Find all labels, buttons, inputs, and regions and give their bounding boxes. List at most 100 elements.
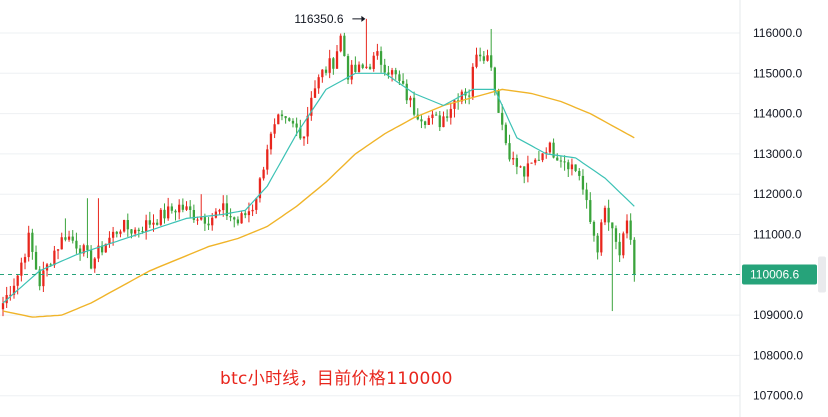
candle-body <box>567 162 570 170</box>
candle-body <box>156 222 159 225</box>
candle-body <box>203 217 207 224</box>
candle-body <box>211 217 214 226</box>
candle-body <box>625 220 629 234</box>
candle-body <box>526 163 530 177</box>
candle-body <box>247 211 251 216</box>
candle-body <box>100 245 104 253</box>
candle-body <box>548 142 552 153</box>
candle-body <box>82 245 85 254</box>
candle-body <box>559 160 563 162</box>
chart-caption: btc小时线，目前价格110000 <box>220 369 453 389</box>
y-tick-label: 114000.0 <box>753 107 802 121</box>
current-price-label: 110006.6 <box>750 268 799 282</box>
candle-body <box>273 124 276 134</box>
candle-body <box>67 236 71 240</box>
candle-body <box>71 236 74 241</box>
candle-body <box>445 116 449 118</box>
candle-body <box>163 209 166 219</box>
candle-body <box>302 136 306 139</box>
candle-body <box>574 164 577 171</box>
candle-body <box>78 248 82 254</box>
candle-body <box>56 249 60 251</box>
candle-body <box>357 64 361 72</box>
candle-body <box>64 237 67 240</box>
candle-body <box>346 56 350 80</box>
candle-body <box>508 143 511 160</box>
candle-body <box>343 35 346 57</box>
candle-body <box>460 91 463 102</box>
candle-body <box>596 235 599 253</box>
candle-body <box>394 70 397 75</box>
candle-body <box>633 239 636 275</box>
candle-body <box>277 114 280 125</box>
candle-body <box>313 88 317 98</box>
candle-body <box>266 149 269 170</box>
candle-body <box>97 245 100 259</box>
candle-body <box>86 245 89 251</box>
candle-body <box>306 115 309 137</box>
candle-body <box>9 294 12 296</box>
candle-body <box>332 58 335 69</box>
candle-body <box>130 229 133 234</box>
candle-body <box>335 51 339 69</box>
candle-body <box>570 164 574 170</box>
candle-body <box>453 100 456 109</box>
candle-body <box>104 243 107 253</box>
candle-body <box>629 220 632 240</box>
candle-body <box>196 219 199 221</box>
candle-body <box>75 240 78 249</box>
candle-body <box>317 77 320 89</box>
candle-body <box>350 64 353 80</box>
candle-body <box>354 64 357 72</box>
candle-body <box>233 217 236 220</box>
candle-body <box>145 220 148 232</box>
candle-body <box>490 55 493 68</box>
candle-body <box>38 269 41 287</box>
candle-body <box>181 204 184 210</box>
candle-body <box>288 118 291 121</box>
y-tick-label: 108000.0 <box>753 348 803 362</box>
candle-body <box>34 251 38 270</box>
candle-body <box>12 285 16 295</box>
candle-body <box>284 116 287 119</box>
candle-body <box>222 203 225 211</box>
candle-body <box>552 142 555 158</box>
candle-body <box>541 153 544 161</box>
candle-body <box>614 228 618 242</box>
candle-body <box>134 229 137 234</box>
candle-body <box>493 67 496 91</box>
candle-body <box>258 178 262 199</box>
candle-body <box>563 161 566 163</box>
y-tick-label: 109000.0 <box>753 308 803 322</box>
candle-body <box>126 220 129 230</box>
high-price-label: 116350.6 <box>294 12 343 26</box>
candle-body <box>295 123 298 128</box>
candle-body <box>581 175 585 190</box>
candle-body <box>534 159 537 163</box>
candle-body <box>225 203 229 217</box>
candle-body <box>244 213 247 216</box>
candle-body <box>412 97 416 115</box>
candle-body <box>431 114 434 119</box>
candle-body <box>442 116 445 128</box>
candle-body <box>401 80 405 84</box>
candle-body <box>262 169 265 179</box>
candle-body <box>603 207 607 223</box>
candle-body <box>479 54 482 57</box>
candle-body <box>519 166 522 168</box>
candle-body <box>240 213 243 224</box>
candle-body <box>365 66 368 68</box>
candle-body <box>607 207 610 223</box>
candle-body <box>390 70 394 75</box>
candle-body <box>148 220 151 225</box>
candle-body <box>185 206 188 210</box>
candle-body <box>167 206 170 219</box>
y-tick-label: 116000.0 <box>753 26 802 40</box>
ma-fast-line <box>2 72 635 304</box>
candle-body <box>269 133 273 150</box>
candle-body <box>152 222 155 225</box>
candle-body <box>27 232 30 258</box>
candle-body <box>372 55 375 69</box>
candle-body <box>501 112 504 125</box>
candle-body <box>618 241 621 256</box>
